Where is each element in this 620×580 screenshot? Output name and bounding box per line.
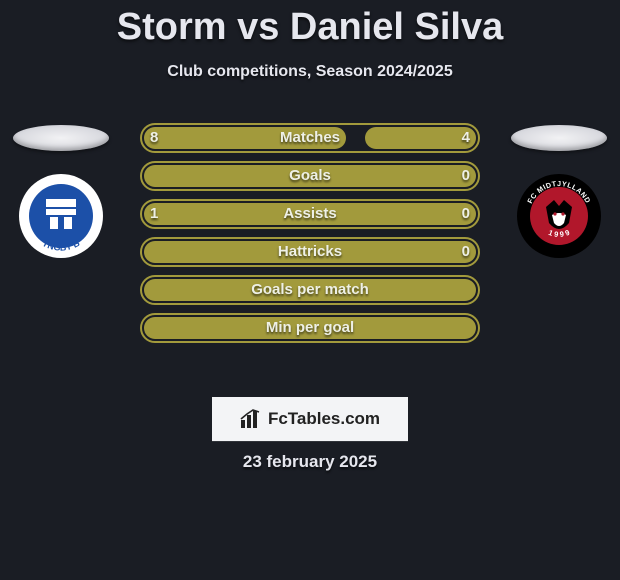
footer-date: 23 february 2025 (0, 452, 620, 472)
stat-row: Goals 0 (0, 161, 620, 191)
bar-chart-icon (240, 409, 262, 429)
stat-label: Assists (140, 199, 480, 229)
stats-panel: 8 Matches 4 Goals 0 1 Assists 0 Hatt (0, 115, 620, 351)
stat-right-value: 0 (462, 199, 470, 229)
stat-label: Min per goal (140, 313, 480, 343)
comparison-card: Storm vs Daniel Silva Club competitions,… (0, 0, 620, 580)
stat-row: Goals per match (0, 275, 620, 305)
stat-label: Hattricks (140, 237, 480, 267)
stat-right-value: 0 (462, 161, 470, 191)
stat-row: 1 Assists 0 (0, 199, 620, 229)
fctables-watermark[interactable]: FcTables.com (212, 397, 408, 441)
stat-label: Goals (140, 161, 480, 191)
stat-row: 8 Matches 4 (0, 123, 620, 153)
page-subtitle: Club competitions, Season 2024/2025 (0, 63, 620, 81)
stat-row: Min per goal (0, 313, 620, 343)
stat-label: Matches (140, 123, 480, 153)
stat-label: Goals per match (140, 275, 480, 305)
stat-right-value: 4 (462, 123, 470, 153)
stat-row: Hattricks 0 (0, 237, 620, 267)
watermark-text: FcTables.com (268, 409, 380, 429)
page-title: Storm vs Daniel Silva (0, 0, 620, 49)
stat-right-value: 0 (462, 237, 470, 267)
